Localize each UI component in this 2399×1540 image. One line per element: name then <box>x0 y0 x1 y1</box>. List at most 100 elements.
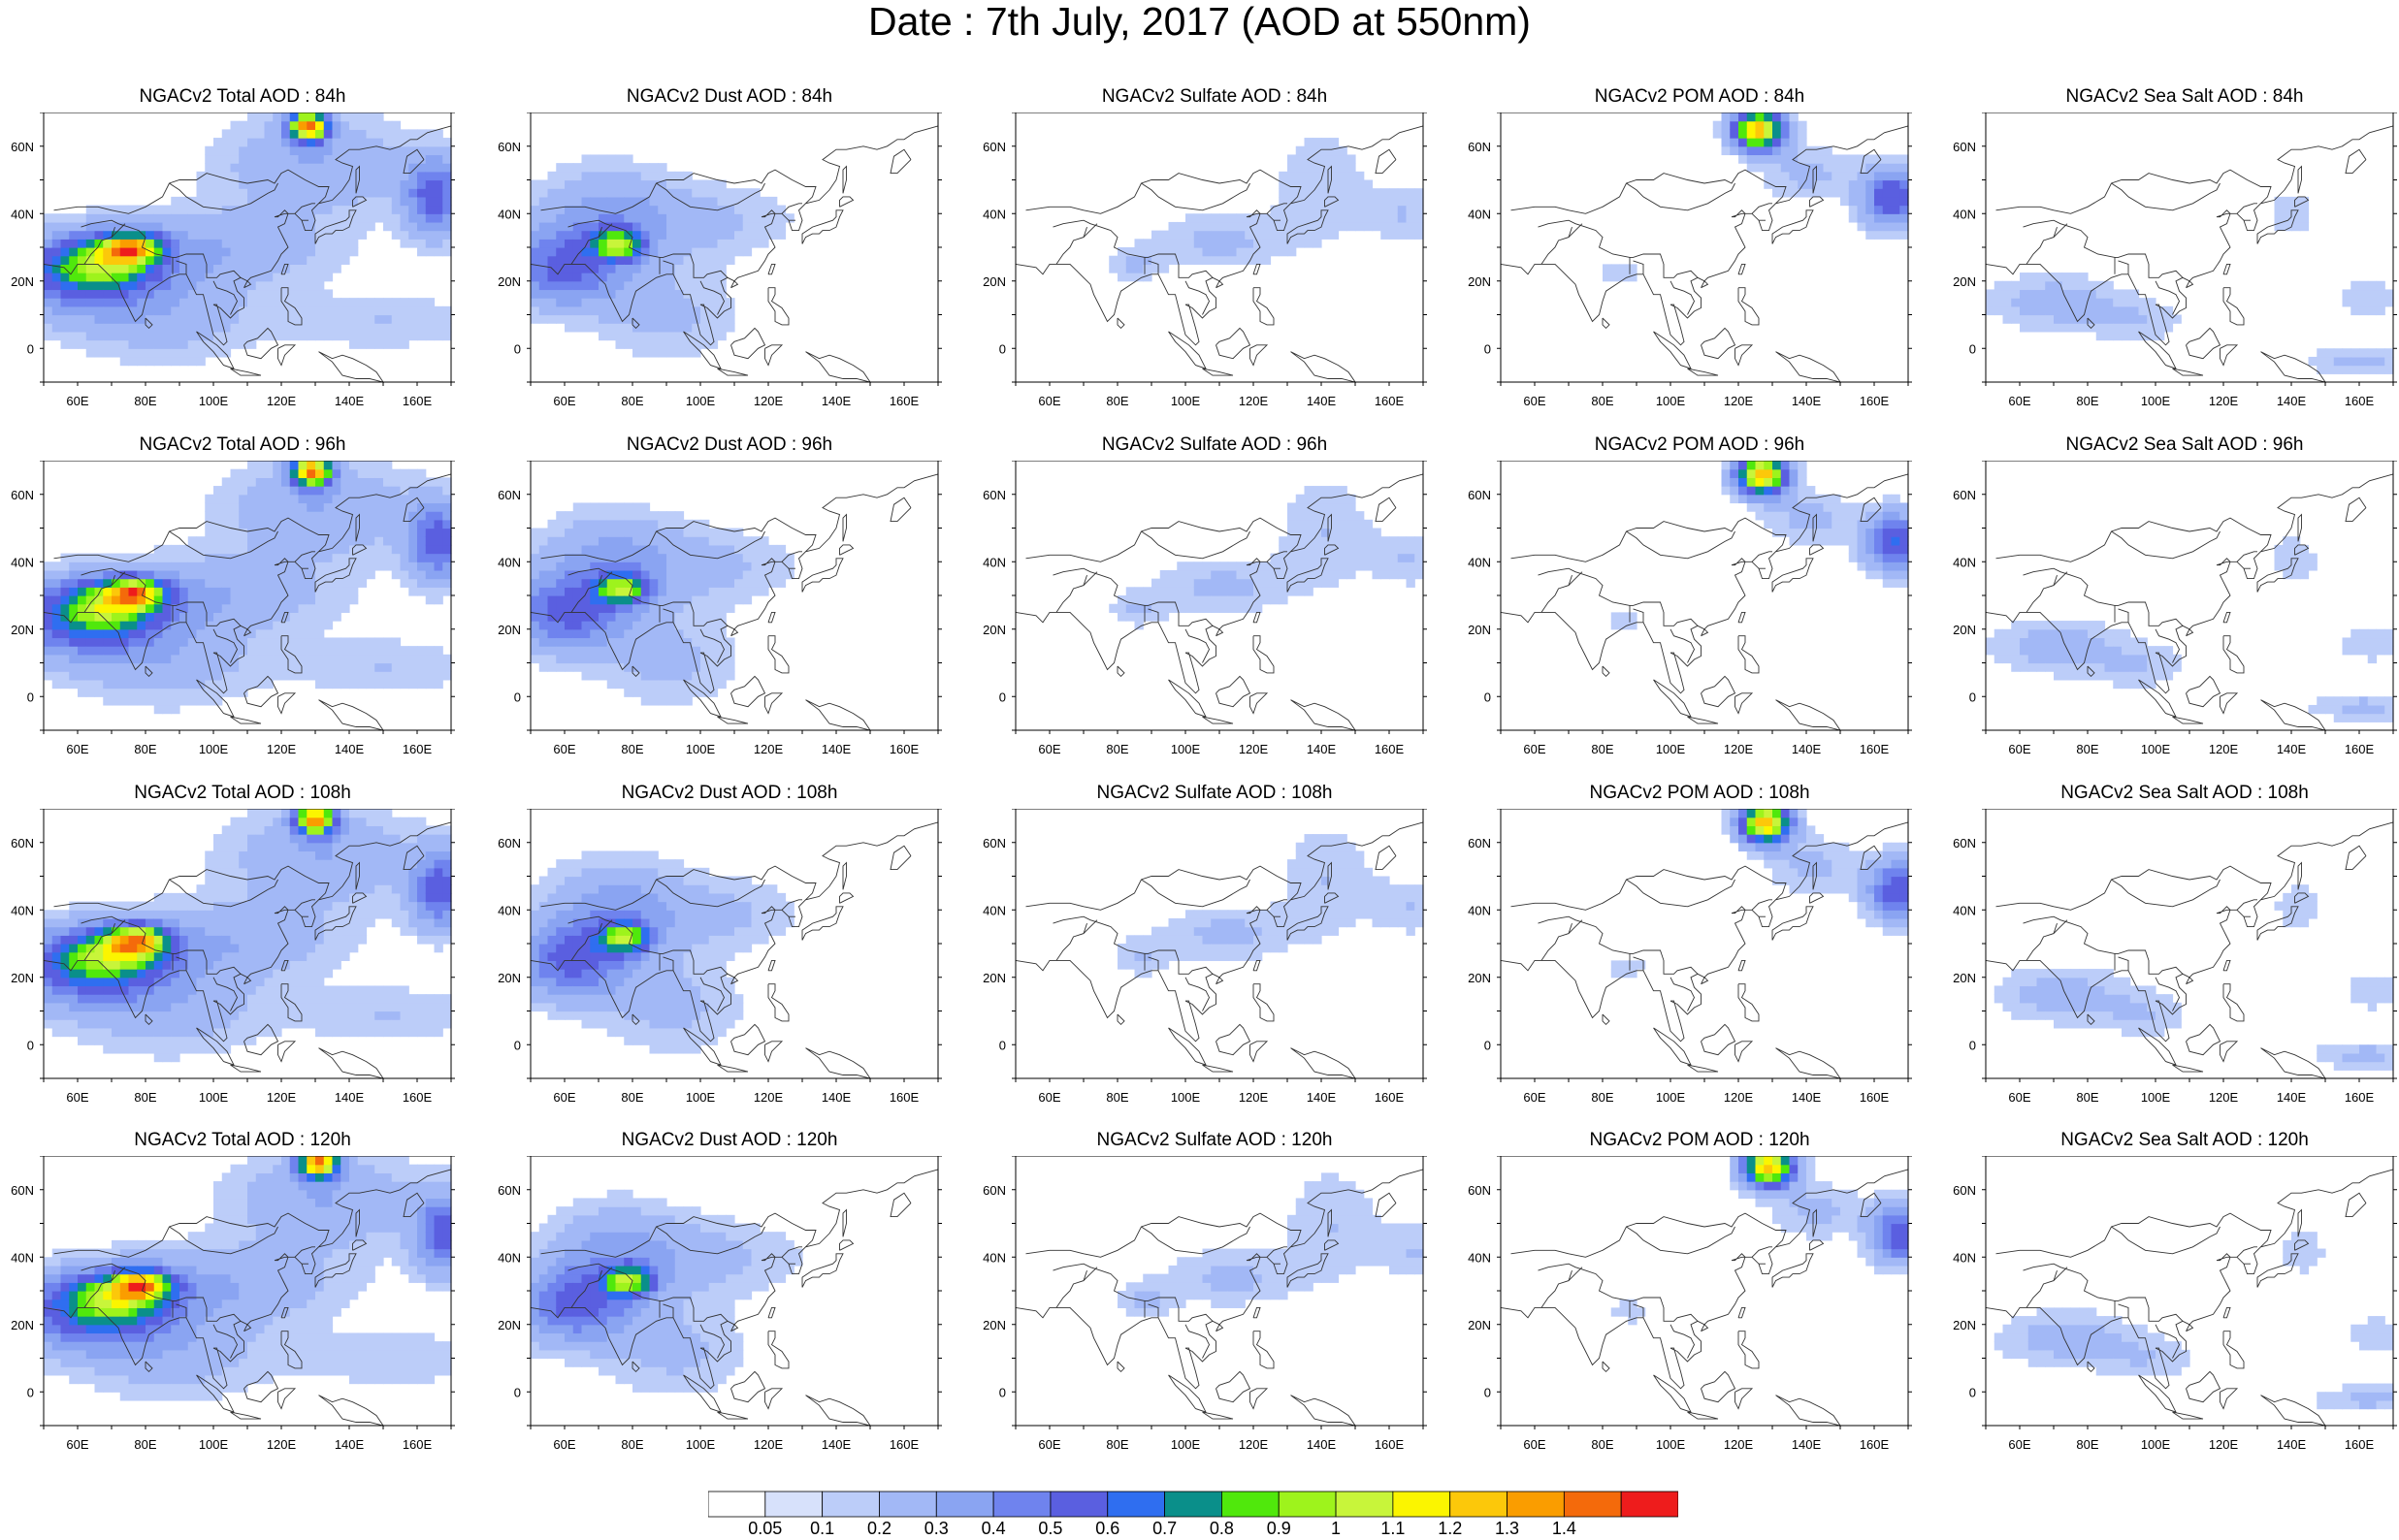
aod-cell <box>103 561 113 571</box>
aod-cell <box>700 679 710 690</box>
coastline <box>2111 182 2221 211</box>
aod-cell <box>581 536 591 546</box>
aod-cell <box>615 519 625 529</box>
aod-cell <box>2027 273 2038 282</box>
aod-cell <box>1313 154 1322 164</box>
aod-cell <box>1874 188 1884 198</box>
aod-cell <box>408 323 418 333</box>
aod-cell <box>1143 587 1152 596</box>
aod-cell <box>196 179 206 189</box>
aod-cell <box>366 163 375 173</box>
aod-cell <box>425 239 436 248</box>
aod-cell <box>196 654 206 664</box>
aod-cell <box>171 314 180 324</box>
aod-cell <box>640 603 651 613</box>
aod-cell <box>417 179 427 189</box>
aod-cell <box>442 145 452 156</box>
aod-cell <box>2054 280 2063 291</box>
aod-cell <box>658 163 667 173</box>
aod-cell <box>632 519 642 529</box>
aod-cell <box>391 646 402 656</box>
aod-cell <box>85 298 96 307</box>
aod-cell <box>137 255 146 265</box>
aod-cell <box>153 298 164 307</box>
aod-cell <box>708 188 719 198</box>
aod-cell <box>366 221 375 232</box>
aod-cell <box>1414 553 1424 562</box>
aod-cell <box>683 603 693 613</box>
aod-cell <box>162 273 172 282</box>
aod-cell <box>400 494 409 504</box>
aod-cell <box>340 603 350 613</box>
aod-cell <box>726 221 735 232</box>
aod-cell <box>1211 561 1220 571</box>
aod-cell <box>273 314 282 324</box>
aod-cell <box>1738 468 1748 478</box>
aod-cell <box>51 654 62 664</box>
aod-cell <box>1143 264 1152 273</box>
aod-cell <box>425 323 436 333</box>
aod-cell <box>307 289 316 299</box>
aod-cell <box>289 494 300 504</box>
aod-cell <box>408 671 418 681</box>
y-tick-label: 20N <box>1468 623 1491 637</box>
aod-cell <box>1295 171 1306 181</box>
aod-cell <box>323 289 334 299</box>
aod-cell <box>1177 603 1186 613</box>
aod-cell <box>366 502 375 512</box>
aod-cell <box>205 536 214 546</box>
aod-cell <box>103 612 113 622</box>
aod-cell <box>1764 179 1773 189</box>
aod-cell <box>547 528 557 537</box>
aod-cell <box>1780 528 1791 537</box>
aod-cell <box>408 298 418 307</box>
aod-cell <box>289 621 300 630</box>
aod-cell <box>1151 587 1161 596</box>
aod-cell <box>751 205 761 214</box>
x-tick-label: 120E <box>754 394 784 408</box>
aod-cell <box>85 280 96 291</box>
aod-cell <box>307 112 316 122</box>
aod-cell <box>425 145 436 156</box>
aod-cell <box>2002 289 2012 299</box>
aod-cell <box>2147 331 2156 341</box>
aod-cell <box>323 612 334 622</box>
aod-cell <box>1185 221 1195 232</box>
aod-cell <box>1406 561 1415 571</box>
aod-cell <box>1321 196 1331 207</box>
aod-cell <box>666 221 676 232</box>
aod-cell <box>307 511 316 521</box>
aod-cell <box>1287 154 1297 164</box>
aod-cell <box>247 230 257 240</box>
aod-cell <box>255 569 266 580</box>
aod-cell <box>760 578 769 588</box>
aod-cell <box>1329 511 1340 521</box>
aod-cell <box>366 544 375 555</box>
aod-cell <box>442 196 452 207</box>
coastline <box>280 635 303 674</box>
aod-cell <box>1406 569 1415 580</box>
coastlines <box>1500 125 1909 383</box>
aod-cell <box>281 502 291 512</box>
aod-cell <box>1159 569 1170 580</box>
coastline <box>355 513 360 542</box>
aod-cell <box>538 280 549 291</box>
aod-cell <box>239 339 248 349</box>
aod-cell <box>1253 230 1263 240</box>
aod-cell <box>417 221 427 232</box>
aod-cell <box>581 561 591 571</box>
coastline <box>1771 209 1814 244</box>
aod-cell <box>649 536 659 546</box>
aod-cell <box>1857 205 1866 214</box>
aod-cell <box>734 221 744 232</box>
aod-cell <box>606 662 617 672</box>
aod-cell <box>2079 305 2089 316</box>
aod-cell <box>298 154 308 164</box>
aod-cell <box>717 196 727 207</box>
aod-cell <box>425 314 436 324</box>
coastline <box>730 675 766 708</box>
aod-cell <box>599 230 608 240</box>
aod-cell <box>137 696 146 706</box>
aod-cell <box>1874 221 1884 232</box>
